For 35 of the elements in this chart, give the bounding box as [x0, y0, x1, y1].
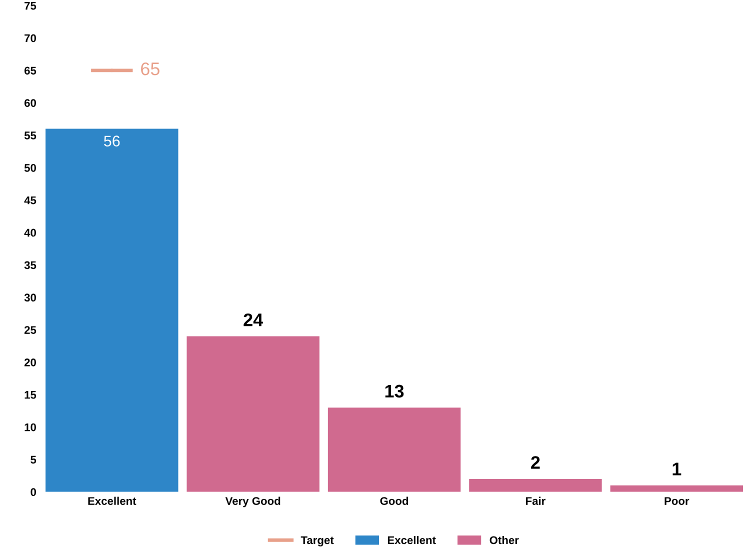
- data-label: 1: [672, 462, 682, 476]
- y-tick-label: 50: [24, 164, 36, 172]
- y-tick-label: 55: [24, 132, 36, 140]
- y-tick-label: 35: [24, 261, 36, 270]
- y-tick-label: 65: [24, 66, 36, 75]
- y-tick-label: 75: [24, 2, 36, 10]
- bar: [328, 408, 461, 492]
- legend-label: Other: [490, 536, 519, 544]
- data-label: 65: [141, 62, 160, 76]
- data-label: 24: [244, 313, 264, 326]
- x-tick-label: Poor: [664, 497, 690, 505]
- y-tick-label: 0: [30, 488, 36, 496]
- bar: [469, 478, 602, 492]
- x-tick-label: Fair: [526, 496, 546, 505]
- legend-label: Excellent: [388, 536, 436, 544]
- x-tick-label: Excellent: [88, 496, 136, 505]
- legend-label: Target: [300, 536, 334, 546]
- data-label: 2: [531, 456, 540, 469]
- bar: [186, 336, 320, 492]
- y-tick-label: 5: [30, 456, 36, 464]
- x-tick-label: Very Good: [225, 496, 280, 508]
- bar: [610, 485, 744, 492]
- y-tick-label: 60: [24, 99, 36, 107]
- bar: [46, 128, 178, 492]
- y-tick-label: 45: [24, 196, 36, 204]
- data-label: 13: [385, 384, 404, 398]
- y-tick-label: 40: [24, 228, 36, 237]
- y-tick-label: 25: [24, 326, 36, 334]
- y-tick-label: 20: [24, 358, 36, 366]
- y-tick-label: 30: [24, 294, 36, 302]
- y-tick-label: 15: [24, 391, 36, 399]
- y-tick-label: 10: [24, 423, 36, 432]
- y-tick-label: 70: [24, 34, 36, 42]
- data-label: 56: [104, 136, 120, 146]
- x-tick-label: Good: [380, 496, 408, 505]
